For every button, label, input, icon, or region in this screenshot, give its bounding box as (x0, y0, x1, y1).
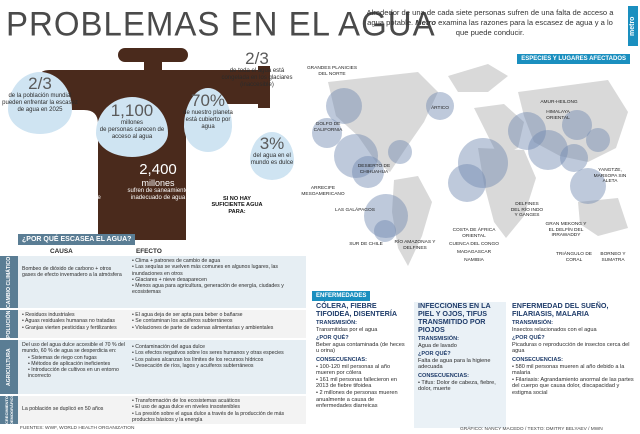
page-title: PROBLEMAS EN EL AGUA (6, 4, 436, 43)
effect-cell: Contaminación del agua dulce Los efectos… (132, 344, 304, 369)
table-row: CRECIMIENTO DEMOGRÁFICO La población se … (0, 395, 306, 425)
stat-7: 2,400 millones sufren de saneamiento ina… (127, 161, 189, 202)
bubble-amazonas (364, 194, 408, 238)
diseases-tag: ENFERMEDADES (312, 291, 371, 301)
bubble-galapagos (388, 140, 412, 164)
bubble-indo (528, 130, 568, 170)
bubble-triangulo (570, 168, 606, 204)
map-land (328, 64, 628, 266)
no-water-box: SI NO HAY SUFICIENTE AGUA PARA: BEBIDA L… (211, 196, 263, 240)
label-indo: DELFINES DEL RÍO INDO Y GANGES (510, 202, 544, 219)
label-chihuahua: DESIERTO DE CHIHUAHUA (357, 164, 391, 175)
bubble-mekong (560, 144, 588, 172)
bubble-himalaya (508, 112, 546, 150)
drop-stat-2 (96, 97, 168, 157)
why-scarce-heading: ¿POR QUÉ ESCASEA EL AGUA? (18, 234, 136, 245)
disease-card-2: INFECCIONES EN LA PIEL Y OJOS, TIFUS TRA… (414, 302, 506, 428)
table-row: AGRICULTURA Del uso del agua dulce acces… (0, 340, 306, 394)
label-grandes-planicies: GRANDES PLANICIES DEL NORTE (306, 66, 358, 77)
sources: FUENTES: WWF, WORLD HEALTH ORGANIZATION (20, 426, 135, 431)
drop-stat-5 (250, 132, 294, 180)
species-tag: ESPECIES Y LUGARES AFECTADOS (517, 54, 630, 64)
label-amur: AMUR-HEILONG (540, 100, 578, 105)
faucet-graphic (40, 48, 270, 240)
label-galapagos: LAS GALÁPAGOS (335, 208, 375, 213)
label-africa: COSTA DE ÁFRICA ORIENTAL (452, 228, 496, 239)
label-namibia: NAMIBIA (464, 258, 484, 263)
disease-card-1: CÓLERA, FIEBRE TIFOIDEA, DISENTERÍA TRAN… (312, 302, 412, 428)
effect-cell: Transformación de los ecosistemas acuáti… (132, 398, 304, 423)
label-mekong: GRAN MEKONG Y EL DELFÍN DEL IRRAWADDY (545, 222, 587, 239)
label-congo: CUENCA DEL CONGO (449, 242, 499, 247)
label-sur-chile: SUR DE CHILE (349, 242, 383, 247)
col-cause: CAUSA (50, 248, 73, 255)
bubble-africa (458, 138, 508, 188)
stat-2: 1,100 millones de personas carecen de ac… (99, 101, 165, 141)
bubble-congo (448, 164, 486, 202)
label-triangulo: TRIÁNGULO DE CORAL (556, 252, 592, 263)
label-amazonas: RÍO AMAZONAS Y DELFINES (394, 240, 436, 251)
label-artico: ÁRTICO (430, 106, 450, 111)
label-borneo: BORNEO Y SUMATRA (600, 252, 626, 263)
causes-table: ¿POR QUÉ ESCASEA EL AGUA? CAUSA EFECTO C… (0, 234, 306, 434)
stat-3: 70% de nuestro planeta está cubierto por… (183, 91, 233, 131)
label-golfo: GOLFO DE CALIFORNIA (313, 122, 343, 133)
bubble-grandes-planicies (326, 88, 362, 124)
drop-stat-1 (8, 72, 72, 134)
label-yangtze: YANGTZE, MARSOPA SIN ALETA (593, 168, 627, 185)
stat-5: 3% del agua en el mundo es dulce (250, 134, 294, 167)
stat-1: 2/3 de la población mundial pueden enfre… (2, 74, 78, 114)
cause-cell: La población se duplicó en 50 años (22, 406, 104, 412)
effect-cell: Clima + patrones de cambio de agua Las s… (132, 258, 304, 296)
cause-cell: Del uso del agua dulce accesible el 70 %… (22, 342, 128, 380)
intro-text: Alrededor de una de cada siete personas … (366, 8, 614, 37)
bubble-amur (562, 110, 592, 140)
label-himalaya: HIMALAYA ORIENTAL (546, 110, 570, 121)
col-effect: EFECTO (136, 248, 162, 255)
brand-tab: metro (628, 6, 638, 46)
bubble-golfo (312, 118, 342, 148)
stat-6: 2,700 millones sufren de escasez de agua… (11, 161, 101, 209)
cause-cell: Residuos industriales Aguas residuales h… (22, 312, 126, 331)
bubble-chihuahua (334, 134, 378, 178)
stat-4: 2/3 de toda el agua está congelada en lo… (221, 49, 293, 89)
table-row: POLUCIÓN Residuos industriales Aguas res… (0, 310, 306, 338)
label-madagascar: MADAGASCAR (456, 250, 492, 255)
intro-brand: Metro (415, 18, 436, 27)
bubble-artico (426, 92, 454, 120)
bubble-sur-chile (374, 220, 396, 242)
credits: GRÁFICO: NANCY MACEDO / TEXTO: DMITRY BE… (460, 427, 603, 432)
drop-stat-3 (184, 88, 232, 152)
disease-card-3: ENFERMEDAD DEL SUEÑO, FILARIASIS, MALARI… (508, 302, 640, 428)
row-label: AGRICULTURA (0, 340, 18, 394)
effect-cell: El agua deja de ser apta para beber o ba… (132, 312, 304, 331)
world-map: ESPECIES Y LUGARES AFECTADOS GRANDES PLA… (298, 52, 634, 288)
bubble-arrecife (352, 156, 384, 188)
label-arrecife: ARRECIFE MESOAMERICANO (301, 186, 345, 197)
row-label: CAMBIO CLIMÁTICO (0, 256, 18, 308)
row-label: POLUCIÓN (0, 310, 18, 338)
row-label: CRECIMIENTO DEMOGRÁFICO (0, 395, 18, 425)
cause-cell: Bombeo de dióxido de carbono + otros gas… (22, 266, 122, 279)
bubble-yangtze (586, 128, 610, 152)
table-row: CAMBIO CLIMÁTICO Bombeo de dióxido de ca… (0, 256, 306, 308)
